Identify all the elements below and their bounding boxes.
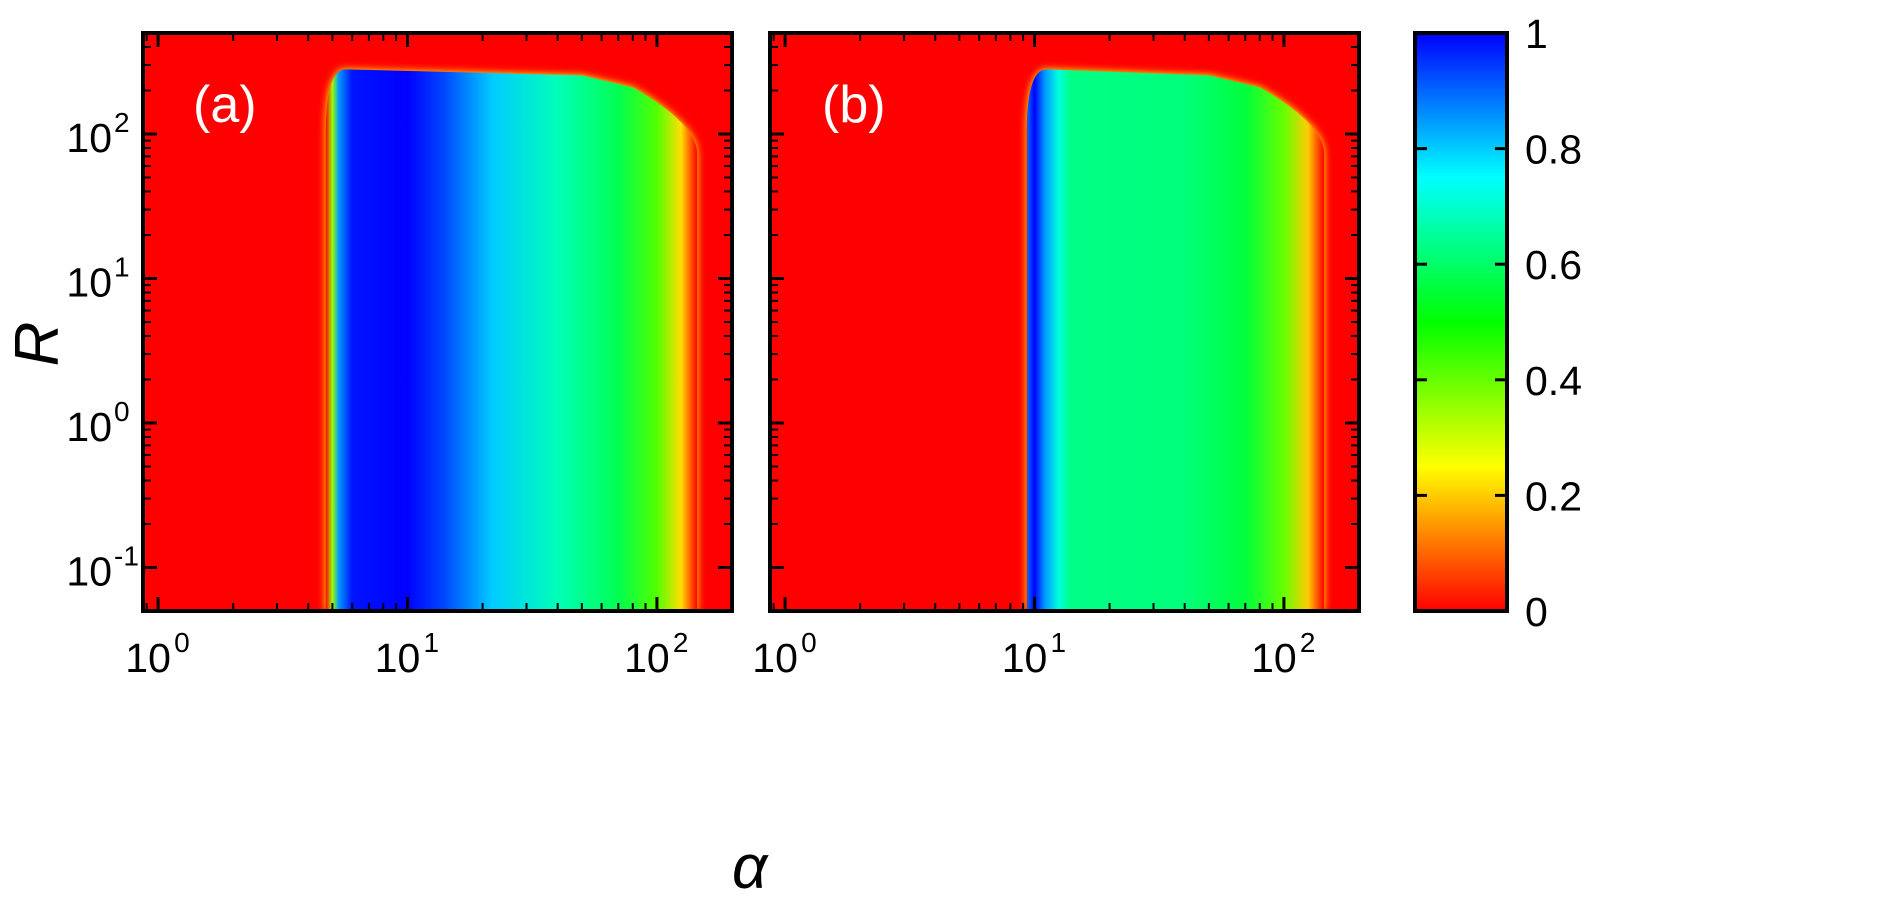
y-tick-label: 10	[66, 260, 112, 306]
y-tick-label: 10	[66, 115, 112, 161]
y-axis-title: R	[3, 322, 72, 367]
panel-b-region	[1026, 69, 1325, 611]
colorbar-gradient	[1415, 33, 1507, 611]
x-tick-exponent: 0	[801, 627, 817, 658]
x-tick-exponent: 1	[424, 627, 440, 658]
colorbar-tick-label: 1	[1525, 11, 1548, 57]
panel-b: (b)	[768, 31, 1361, 613]
panel-a-label: (a)	[193, 76, 257, 134]
x-tick-label: 10	[624, 635, 670, 681]
panel-b-label: (b)	[822, 76, 886, 134]
panel-b-ticks	[770, 32, 1360, 611]
y-tick-exponent: 0	[114, 396, 130, 427]
panel-a: (a)	[141, 31, 734, 613]
colorbar-tick-label: 0.4	[1525, 358, 1582, 404]
y-tick-exponent: -1	[114, 541, 139, 572]
colorbar-tick-label: 0.8	[1525, 127, 1582, 173]
x-tick-label: 10	[375, 635, 421, 681]
y-tick-label: 10	[66, 404, 112, 450]
x-tick-label: 10	[125, 635, 171, 681]
colorbar-ticks: 0 0.2 0.4 0.6 0.8 1	[1415, 11, 1582, 635]
x-tick-exponent: 1	[1051, 627, 1067, 658]
y-tick-label: 10	[66, 549, 112, 595]
x-axis-title: α	[732, 833, 769, 897]
y-tick-exponent: 2	[114, 107, 130, 138]
colorbar-tick-label: 0	[1525, 589, 1548, 635]
panel-a-region	[325, 69, 698, 611]
colorbar-tick-label: 0.6	[1525, 242, 1582, 288]
panel-a-ticks	[143, 32, 733, 611]
colorbar-frame	[1413, 31, 1509, 613]
x-tick-label: 10	[1002, 635, 1048, 681]
x-tick-label: 10	[1251, 635, 1297, 681]
x-tick-exponent: 2	[1300, 627, 1316, 658]
x-tick-exponent: 0	[174, 627, 190, 658]
x-tick-label: 10	[752, 635, 798, 681]
y-tick-exponent: 1	[114, 252, 130, 283]
colorbar-tick-label: 0.2	[1525, 473, 1582, 519]
colorbar: 0 0.2 0.4 0.6 0.8 1	[1413, 11, 1582, 635]
x-tick-exponent: 2	[673, 627, 689, 658]
x-tick-labels-a: 10 0 10 1 10 2	[125, 627, 688, 681]
x-tick-labels-b: 10 0 10 1 10 2	[752, 627, 1315, 681]
